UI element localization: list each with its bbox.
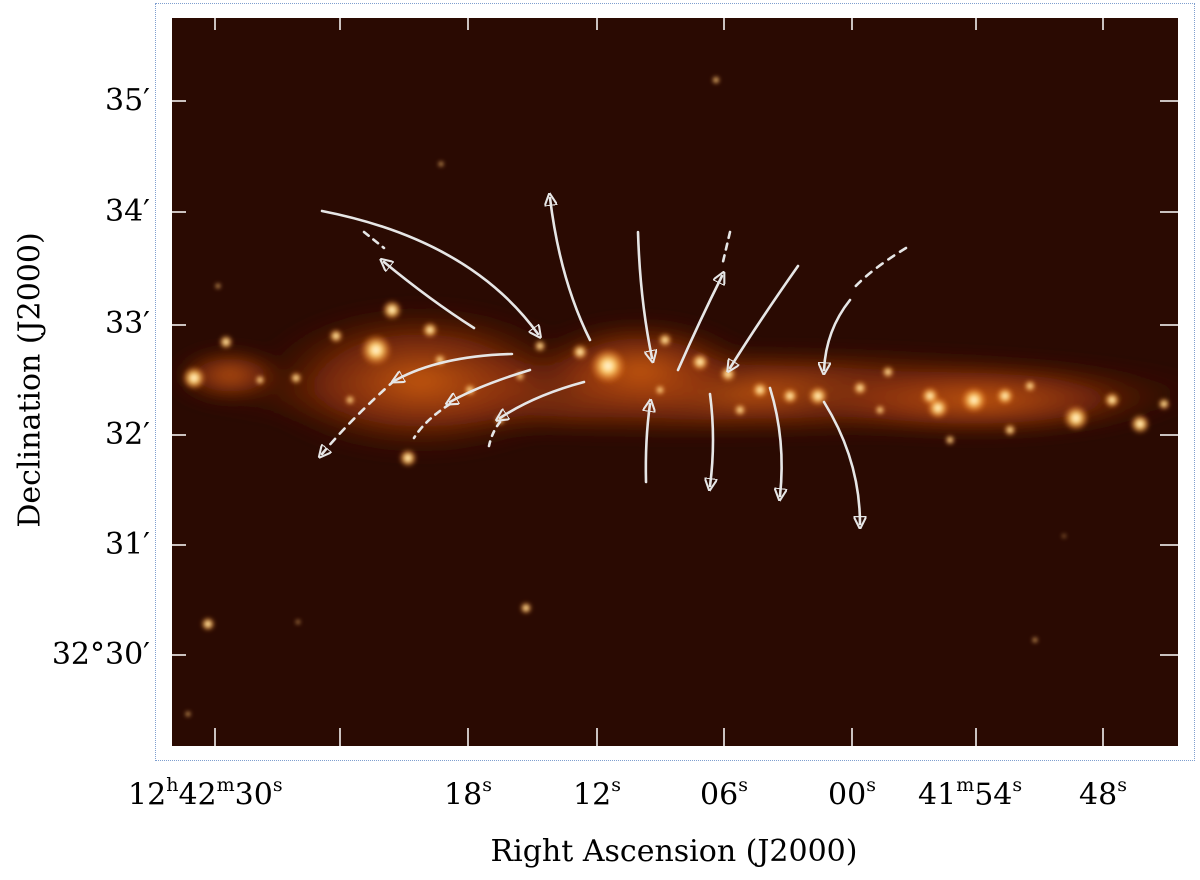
x-tick-label: 18s — [444, 774, 492, 813]
outflow-arrow — [646, 404, 650, 484]
y-tick-label: 32′ — [105, 417, 150, 452]
outflow-arrow — [730, 264, 800, 368]
y-tick-label: 31′ — [105, 527, 150, 562]
x-tick-label: 12h42m30s — [128, 774, 283, 813]
outflow-arrows — [320, 198, 908, 524]
x-tick-label: 48s — [1079, 774, 1127, 813]
frame-ticks — [172, 18, 1178, 746]
outflow-arrow — [822, 400, 860, 524]
figure-frame — [155, 3, 1195, 761]
outflow-arrow — [710, 392, 713, 486]
outflow-arrow — [396, 352, 514, 380]
outflow-arrow — [768, 386, 782, 496]
outflow-arrow — [384, 262, 476, 330]
outflow-arrow — [550, 198, 592, 342]
y-tick-label: 33′ — [105, 306, 150, 341]
outflow-arrow — [362, 230, 386, 250]
x-tick-label: 00s — [828, 774, 876, 813]
outflow-arrow — [500, 380, 586, 418]
outflow-arrow — [322, 378, 397, 454]
y-axis-title: Declination (J2000) — [12, 232, 48, 528]
bright-knots — [182, 76, 1170, 717]
y-tick-label: 35′ — [105, 83, 150, 118]
outflow-arrow — [676, 276, 722, 372]
x-tick-label: 41m54s — [918, 774, 1023, 813]
outflow-arrow — [636, 230, 652, 358]
outflow-arrow — [824, 298, 852, 370]
y-tick-label: 34′ — [105, 194, 150, 229]
y-tick-label: 32°30′ — [51, 637, 150, 672]
galaxy-disk-glow — [172, 300, 1178, 460]
outflow-arrow — [450, 368, 532, 402]
x-tick-label: 06s — [700, 774, 748, 813]
x-tick-label: 12s — [573, 774, 621, 813]
outflow-arrow — [487, 420, 502, 448]
outflow-arrow — [320, 209, 538, 334]
x-axis-title: Right Ascension (J2000) — [490, 834, 858, 869]
outflow-arrow — [720, 230, 732, 268]
outflow-arrow — [850, 246, 908, 292]
outflow-arrow — [412, 402, 452, 440]
